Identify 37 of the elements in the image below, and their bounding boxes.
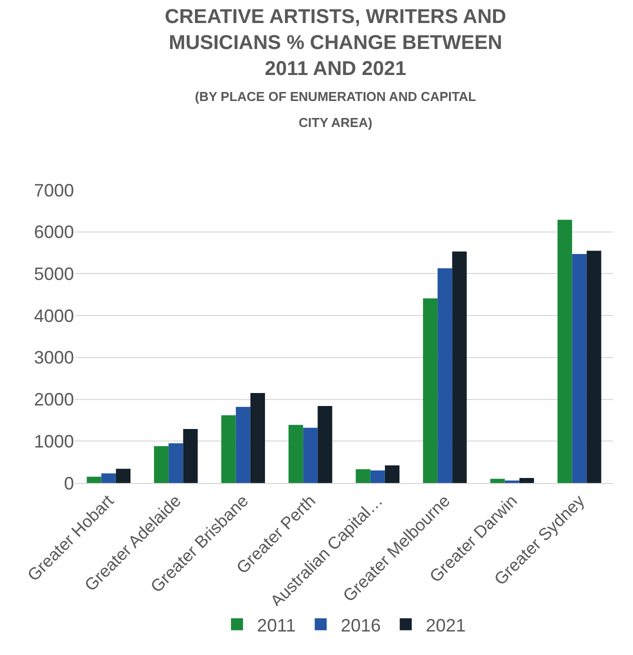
bar: [490, 478, 505, 483]
y-tick-label: 7000: [34, 180, 74, 200]
bar: [504, 480, 520, 483]
bar: [303, 428, 318, 483]
y-tick-label: 6000: [34, 222, 74, 242]
bar: [116, 468, 130, 483]
y-tick-label: 5000: [34, 264, 74, 284]
y-tick-label: 4000: [34, 306, 74, 326]
bar: [86, 476, 102, 483]
bar: [586, 250, 602, 483]
bar: [318, 406, 332, 483]
bar: [452, 252, 467, 483]
bar: [154, 446, 169, 483]
bar: [236, 406, 250, 483]
bar: [168, 443, 184, 483]
bar: [558, 220, 572, 483]
bar: [384, 465, 400, 483]
bar: [250, 393, 265, 483]
y-tick-label: 1000: [34, 431, 74, 452]
bar: [438, 268, 452, 483]
legend-label: 2011: [257, 615, 296, 636]
bar: [288, 424, 304, 483]
legend-label: 2016: [340, 615, 381, 636]
y-tick-label: 3000: [34, 348, 74, 368]
bar: [101, 473, 116, 483]
bar: [370, 470, 385, 483]
y-tick-label: 2000: [34, 390, 74, 410]
chart-subtitle: (BY PLACE OF ENUMERATION AND CAPITAL CITY AREA): [194, 88, 476, 130]
legend-label: 2021: [426, 615, 466, 636]
bar: [423, 298, 438, 483]
bar: [221, 415, 236, 483]
chart-title: CREATIVE ARTISTS, WRITERS AND MUSICIANS % CHANGE BETWEEN 2011 AND 2021: [164, 6, 506, 80]
bar: [572, 254, 587, 483]
bar: [183, 429, 198, 483]
bar: [356, 469, 370, 483]
bar: [519, 478, 534, 483]
y-tick-label: 0: [64, 473, 74, 494]
